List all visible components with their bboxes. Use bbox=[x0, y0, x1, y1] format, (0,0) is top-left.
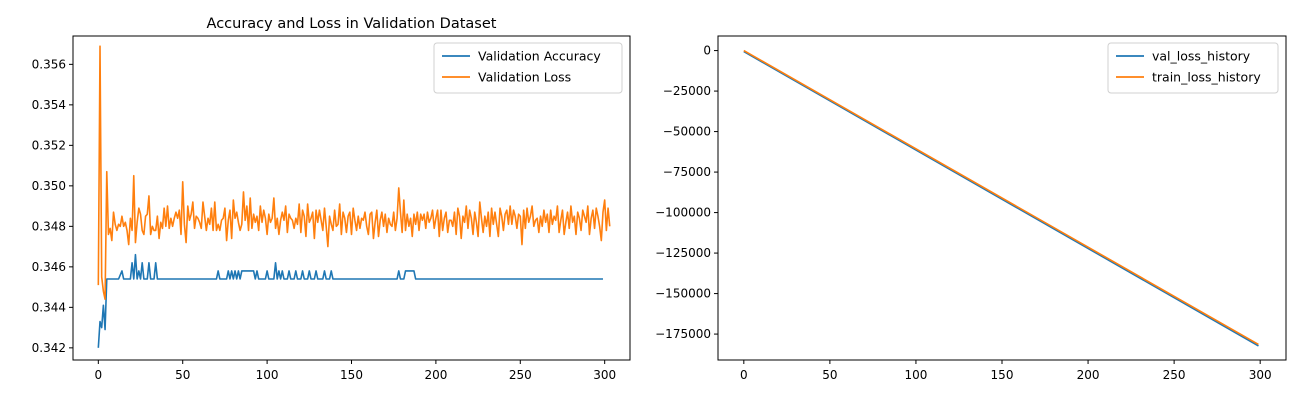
y-tick-label: −150000 bbox=[655, 287, 711, 301]
legend-box bbox=[433, 42, 623, 94]
chart-title: Accuracy and Loss in Validation Dataset bbox=[207, 16, 497, 32]
y-tick-label: −50000 bbox=[663, 125, 711, 139]
y-tick-label: 0.346 bbox=[32, 260, 66, 274]
x-tick-label: 200 bbox=[1077, 368, 1100, 382]
x-tick-label: 50 bbox=[175, 368, 190, 382]
x-tick-label: 150 bbox=[340, 368, 363, 382]
legend: Validation Accuracy Validation Loss bbox=[433, 42, 623, 94]
y-tick-label: 0.352 bbox=[32, 138, 66, 152]
y-tick-label: 0.344 bbox=[32, 300, 66, 314]
chart-1: Accuracy and Loss in Validation Dataset 0… bbox=[32, 16, 631, 382]
x-tick-label: 300 bbox=[1249, 368, 1272, 382]
y-tick-label: 0.342 bbox=[32, 341, 66, 355]
x-tick-label: 250 bbox=[509, 368, 532, 382]
x-tick-label: 50 bbox=[822, 368, 837, 382]
y-tick-label: 0.356 bbox=[32, 57, 66, 71]
x-tick-label: 200 bbox=[424, 368, 447, 382]
x-tick-label: 100 bbox=[904, 368, 927, 382]
chart-2: 0 50 100 150 200 250 300 0 −25000 −50000 −75000 −10… bbox=[655, 35, 1287, 382]
x-tick-label: 300 bbox=[593, 368, 616, 382]
legend: val_loss_history train_loss_history bbox=[1107, 42, 1279, 94]
series-line-val-loss-history bbox=[743, 50, 1259, 347]
x-tick-label: 250 bbox=[1163, 368, 1186, 382]
legend-box bbox=[1107, 42, 1279, 94]
y-tick-label: 0 bbox=[703, 44, 711, 58]
series-line-train-loss-history bbox=[743, 49, 1259, 346]
series-line-validation-accuracy bbox=[97, 253, 603, 348]
y-tick-label: −75000 bbox=[663, 165, 711, 179]
y-tick-label: 0.348 bbox=[32, 219, 66, 233]
legend-label: train_loss_history bbox=[1152, 70, 1261, 85]
y-tick-label: −175000 bbox=[655, 327, 711, 341]
y-tick-label: 0.350 bbox=[32, 179, 66, 193]
y-tick-label: −125000 bbox=[655, 246, 711, 260]
x-tick-label: 100 bbox=[256, 368, 279, 382]
legend-label: Validation Loss bbox=[478, 70, 571, 85]
y-tick-label: −25000 bbox=[663, 84, 711, 98]
x-tick-label: 150 bbox=[991, 368, 1014, 382]
series-line-validation-loss bbox=[97, 45, 611, 301]
x-tick-label: 0 bbox=[740, 368, 748, 382]
x-tick-label: 0 bbox=[94, 368, 102, 382]
y-tick-label: 0.354 bbox=[32, 98, 66, 112]
legend-label: val_loss_history bbox=[1152, 49, 1251, 64]
y-tick-label: −100000 bbox=[655, 206, 711, 220]
legend-label: Validation Accuracy bbox=[478, 49, 601, 64]
